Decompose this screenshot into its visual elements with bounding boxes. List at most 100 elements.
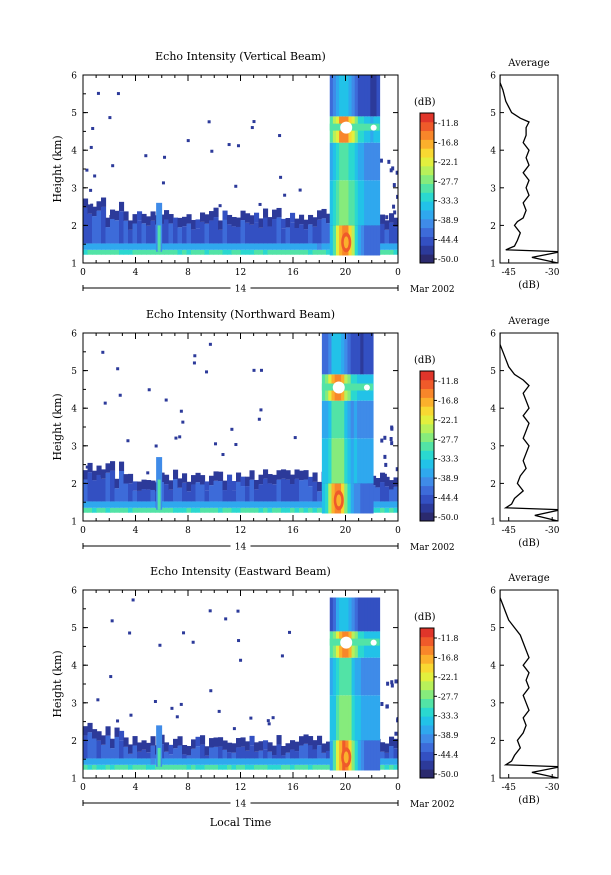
echo-cell xyxy=(132,243,138,250)
rain-cell xyxy=(332,740,337,771)
echo-cell xyxy=(168,758,174,765)
rain-cell xyxy=(351,180,356,226)
echo-cell xyxy=(155,764,161,770)
rain-cell xyxy=(334,438,339,484)
echo-cell xyxy=(87,764,93,770)
echo-cell xyxy=(105,501,111,508)
rain-cell xyxy=(332,225,337,256)
echo-cell xyxy=(294,758,300,765)
rain-cell xyxy=(339,695,343,741)
echo-cell xyxy=(276,764,282,770)
echo-cell xyxy=(128,483,134,502)
echo-cell xyxy=(240,476,246,487)
y-tick-label: 4 xyxy=(71,662,77,672)
rain-cell xyxy=(373,695,378,741)
rain-cell xyxy=(354,695,359,741)
echo-cell xyxy=(96,764,102,770)
speckle xyxy=(384,462,388,467)
rain-cell xyxy=(360,75,365,117)
echo-cell xyxy=(150,764,156,770)
speckle xyxy=(236,609,240,613)
speckle xyxy=(116,367,120,371)
profile-x-label: (dB) xyxy=(518,538,540,549)
echo-cell xyxy=(267,483,273,502)
echo-cell xyxy=(312,758,318,765)
speckle xyxy=(192,361,196,365)
rain-cell xyxy=(366,333,371,375)
echo-cell xyxy=(209,501,215,508)
speckle xyxy=(207,120,211,124)
speckle xyxy=(252,368,256,372)
rain-cell xyxy=(354,75,359,117)
speckle xyxy=(392,204,396,209)
echo-cell xyxy=(393,249,398,255)
echo-cell xyxy=(105,764,111,770)
echo-cell xyxy=(173,217,179,228)
rain-max-inner xyxy=(336,494,342,507)
y-tick-label: 2 xyxy=(71,480,77,490)
echo-cell xyxy=(254,222,260,244)
echo-cell xyxy=(317,745,323,759)
rain-cell xyxy=(376,657,381,696)
echo-cell xyxy=(200,243,206,250)
echo-cell xyxy=(272,249,278,255)
bright-band xyxy=(329,123,380,131)
echo-cell xyxy=(218,501,224,508)
echo-cell xyxy=(119,471,125,502)
echo-cell xyxy=(177,227,183,244)
rain-cell xyxy=(363,438,368,484)
rain-cell xyxy=(370,597,374,632)
echo-cell xyxy=(231,226,237,244)
echo-cell xyxy=(182,226,188,244)
echo-cell xyxy=(236,747,242,759)
rain-cell xyxy=(354,597,359,632)
echo-cell xyxy=(92,507,98,513)
profile-y-tick-label: 3 xyxy=(490,699,496,709)
colorbar-swatch xyxy=(420,680,434,691)
echo-cell xyxy=(290,749,296,759)
echo-cell xyxy=(249,470,255,480)
rain-cell xyxy=(366,400,371,439)
speckle xyxy=(391,166,395,171)
echo-cell xyxy=(312,243,318,250)
echo-cell xyxy=(267,501,273,508)
rain-cell xyxy=(376,180,381,226)
speckle xyxy=(218,204,222,208)
echo-cell xyxy=(272,745,278,756)
echo-cell xyxy=(249,501,255,508)
rain-cell xyxy=(376,142,381,181)
echo-cell xyxy=(123,220,129,244)
rain-cell xyxy=(353,400,358,439)
echo-cell xyxy=(281,249,287,255)
echo-cell xyxy=(146,501,152,508)
echo-cell xyxy=(276,207,282,218)
echo-cell xyxy=(303,249,309,255)
rain-cell xyxy=(325,333,329,375)
echo-cell xyxy=(123,483,129,502)
echo-cell xyxy=(83,758,89,765)
rain-cell xyxy=(369,483,374,514)
y-axis-label: Height (km) xyxy=(51,135,64,202)
echo-cell xyxy=(236,217,242,227)
echo-cell xyxy=(222,507,228,513)
echo-cell xyxy=(276,243,282,250)
echo-cell xyxy=(249,758,255,765)
profile-x-tick-label: -45 xyxy=(501,268,516,278)
echo-cell xyxy=(101,735,107,745)
echo-cell xyxy=(299,470,305,481)
echo-cell xyxy=(119,740,125,759)
echo-cell xyxy=(249,249,255,255)
echo-cell xyxy=(290,507,296,513)
x-tick-label: 16 xyxy=(287,526,299,536)
echo-cell xyxy=(254,212,260,223)
rain-cell xyxy=(376,695,381,741)
rain-cell xyxy=(321,400,326,439)
colorbar-frame xyxy=(419,627,435,779)
echo-cell xyxy=(303,734,309,744)
date-label: Mar 2002 xyxy=(410,800,455,810)
echo-cell xyxy=(92,243,98,250)
speckle xyxy=(111,164,115,168)
speckle xyxy=(298,188,302,192)
speckle xyxy=(390,441,394,446)
speckle xyxy=(161,181,165,185)
